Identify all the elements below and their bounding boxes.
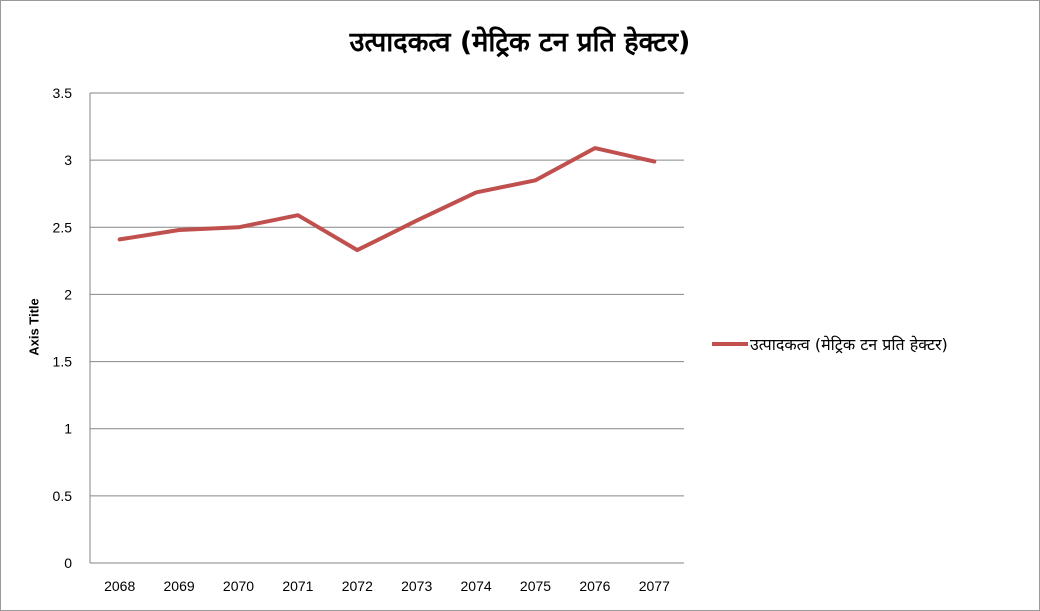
y-tick-label: 0.5: [53, 488, 73, 504]
y-tick-label: 1: [64, 421, 72, 437]
x-tick-label: 2074: [461, 578, 492, 594]
y-tick-label: 1.5: [53, 354, 73, 370]
legend-label: उत्पादकत्व (मेट्रिक टन प्रति हेक्टर): [750, 335, 948, 354]
x-tick-labels: 2068 2069 2070 2071 2072 2073 2074 2075 2076 2077: [104, 578, 670, 594]
y-tick-labels: 0 0.5 1 1.5 2 2.5 3 3.5: [53, 85, 73, 571]
x-tick-label: 2075: [520, 578, 551, 594]
x-tick-label: 2070: [223, 578, 254, 594]
y-tick-label: 3: [64, 152, 72, 168]
x-tick-label: 2069: [164, 578, 195, 594]
y-tick-label: 0: [64, 555, 72, 571]
series-layer: [117, 146, 657, 253]
x-tick-label: 2071: [282, 578, 313, 594]
x-tick-label: 2076: [579, 578, 610, 594]
gridlines: [89, 92, 684, 564]
y-tick-label: 2.5: [53, 219, 73, 235]
series-line: [117, 146, 657, 253]
x-tick-label: 2073: [401, 578, 432, 594]
x-tick-label: 2077: [639, 578, 670, 594]
x-tick-label: 2072: [342, 578, 373, 594]
y-tick-label: 2: [64, 286, 72, 302]
legend-swatch: [712, 342, 748, 346]
legend: उत्पादकत्व (मेट्रिक टन प्रति हेक्टर): [712, 333, 948, 355]
y-tick-label: 3.5: [53, 85, 73, 101]
chart-title: उत्पादकत्व (मेट्रिक टन प्रति हेक्टर): [349, 27, 691, 58]
x-tick-label: 2068: [104, 578, 135, 594]
